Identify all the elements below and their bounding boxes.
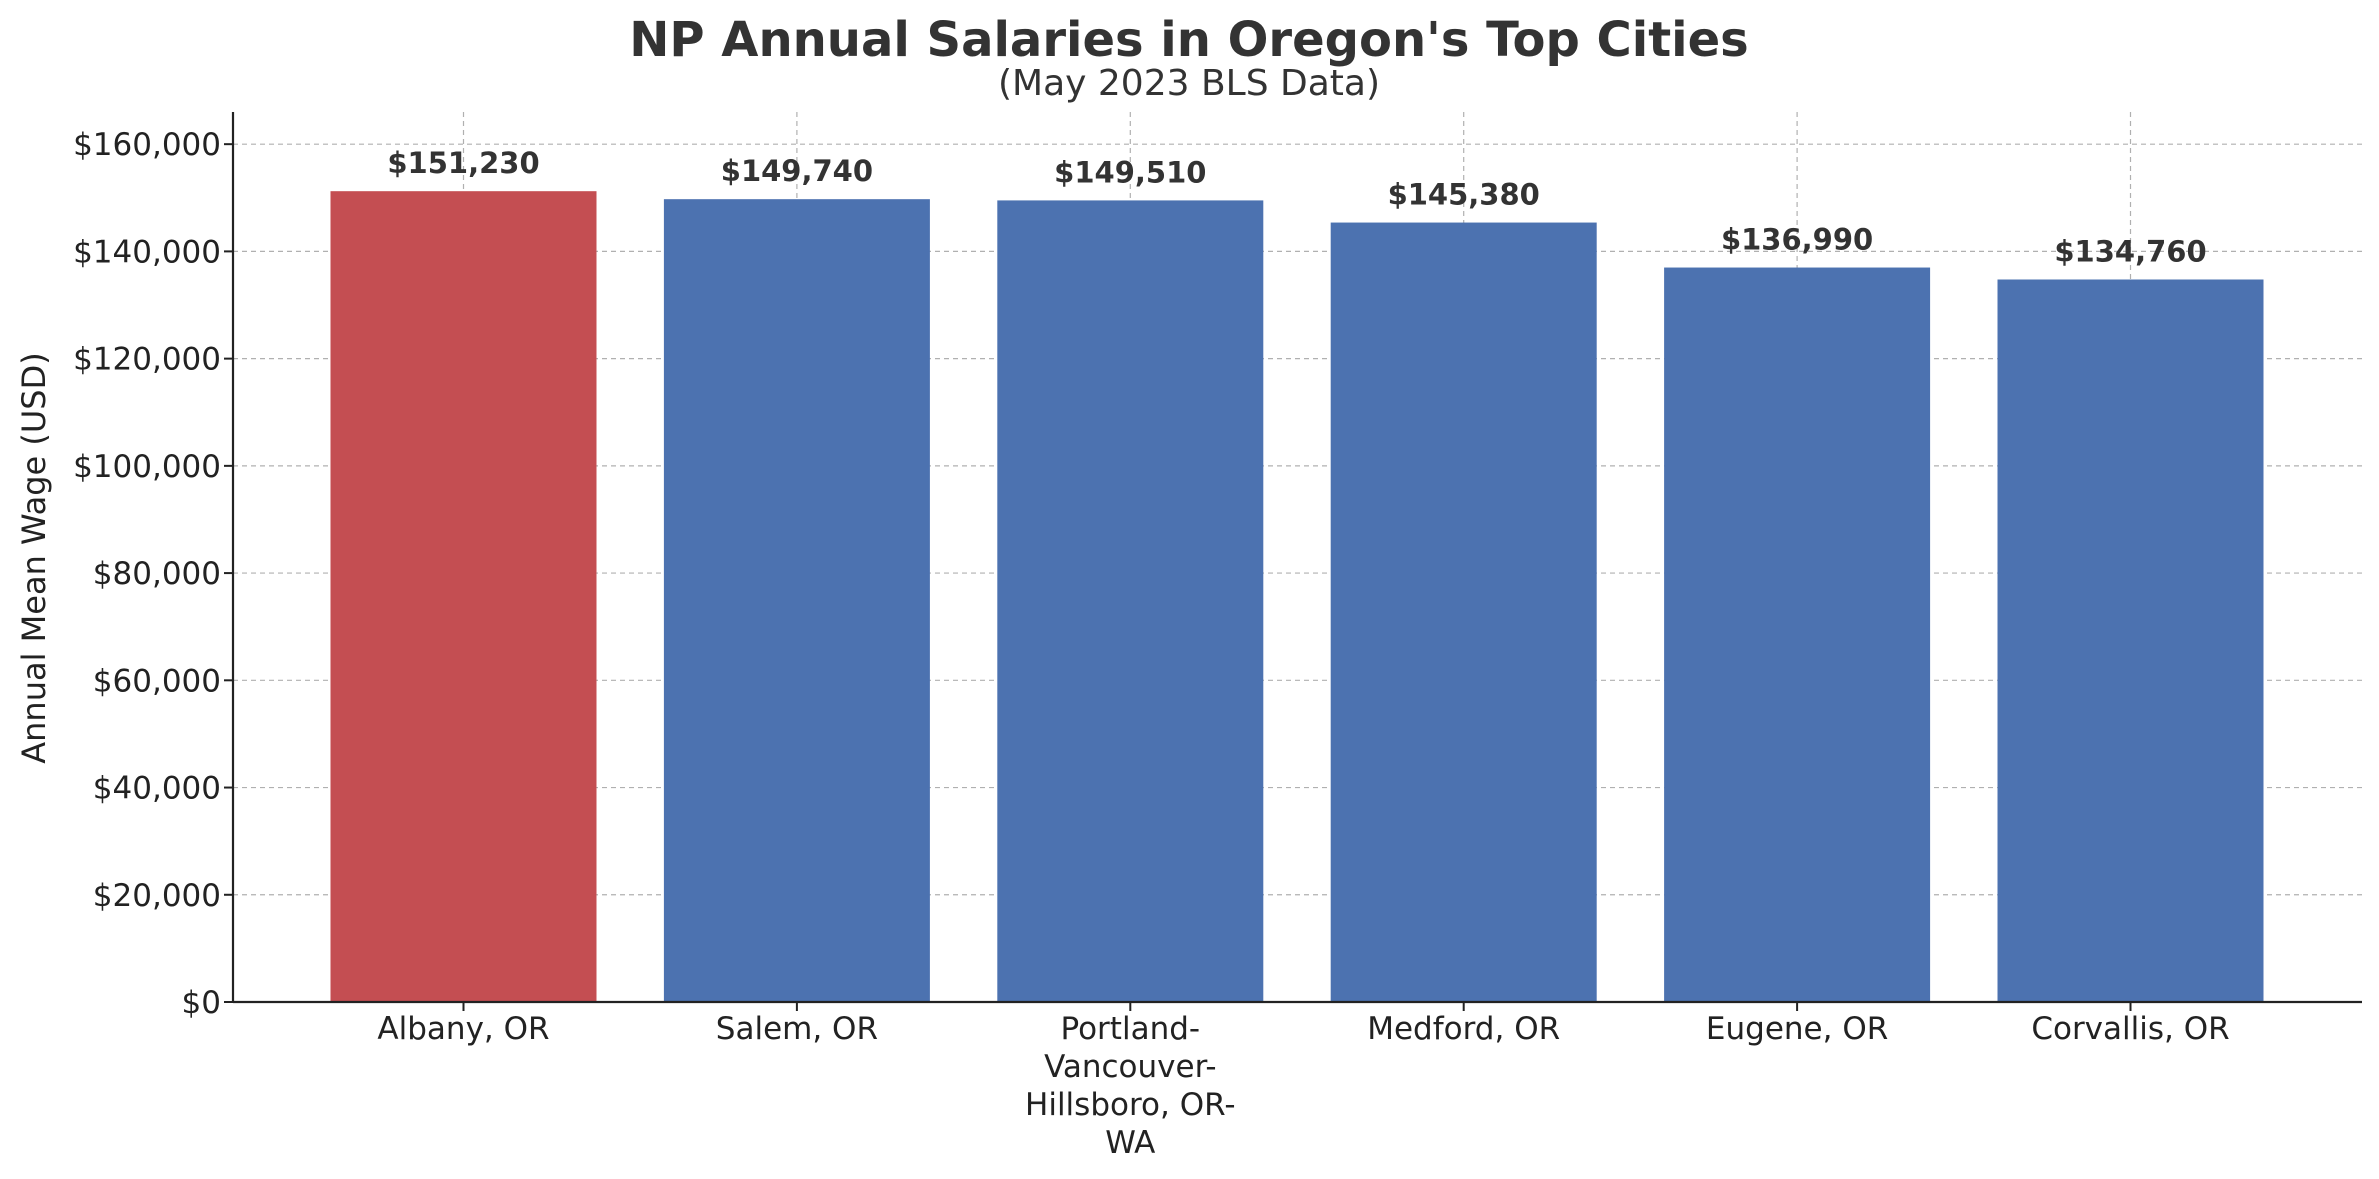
bar-value-label: $136,990 bbox=[1721, 223, 1873, 257]
x-tick-label: Corvallis, OR bbox=[2031, 1011, 2229, 1047]
labels: $0 $20,000 $40,000 $60,000 $80,000 $100,000 $1… bbox=[73, 127, 2230, 1161]
y-tick-label: $160,000 bbox=[73, 127, 221, 163]
bar bbox=[1664, 267, 1931, 1003]
bar bbox=[1997, 279, 2264, 1002]
bar bbox=[663, 199, 930, 1002]
y-tick-label: $120,000 bbox=[73, 342, 221, 378]
y-tick-label: $100,000 bbox=[73, 449, 221, 485]
bar-value-label: $149,740 bbox=[721, 154, 873, 188]
x-tick-label: Salem, OR bbox=[716, 1011, 878, 1047]
y-tick-label: $40,000 bbox=[93, 771, 221, 807]
bar-value-label: $134,760 bbox=[2054, 234, 2206, 268]
x-tick-label: Medford, OR bbox=[1367, 1011, 1560, 1047]
x-tick-label: Albany, OR bbox=[377, 1011, 549, 1047]
x-tick-label: Eugene, OR bbox=[1706, 1011, 1888, 1047]
chart-subtitle: (May 2023 BLS Data) bbox=[998, 63, 1380, 104]
y-tick-label: $60,000 bbox=[93, 663, 221, 699]
bar bbox=[1330, 222, 1597, 1003]
x-tick-label: Portland-Vancouver-Hillsboro, OR-WA bbox=[1025, 1011, 1236, 1161]
chart-title: NP Annual Salaries in Oregon's Top Citie… bbox=[629, 12, 1749, 68]
axes bbox=[224, 112, 2362, 1011]
y-tick-label: $20,000 bbox=[93, 878, 221, 914]
y-tick-label: $0 bbox=[182, 985, 221, 1021]
bar-value-label: $149,510 bbox=[1054, 155, 1206, 189]
bar-value-label: $151,230 bbox=[387, 146, 539, 180]
bar bbox=[997, 200, 1264, 1002]
bar bbox=[330, 191, 597, 1003]
y-axis-label: Annual Mean Wage (USD) bbox=[15, 352, 53, 763]
bars bbox=[330, 191, 2264, 1003]
bar-value-label: $145,380 bbox=[1388, 178, 1540, 212]
y-tick-label: $80,000 bbox=[93, 556, 221, 592]
y-tick-label: $140,000 bbox=[73, 234, 221, 270]
